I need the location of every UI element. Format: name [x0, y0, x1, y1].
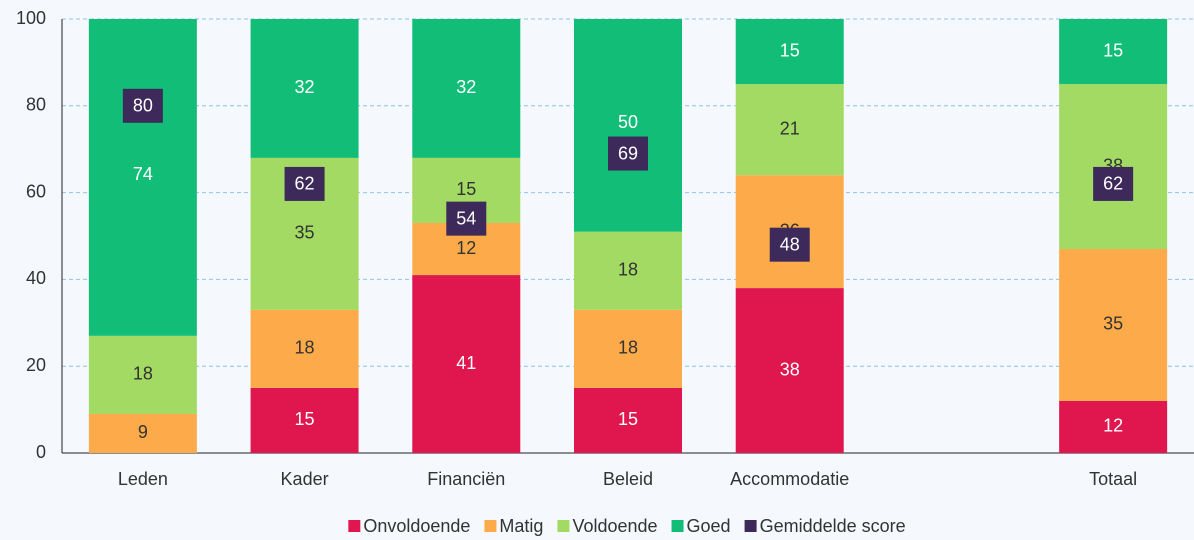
score-marker	[284, 166, 325, 201]
bar-segment	[574, 387, 682, 453]
data-label: 21	[780, 118, 800, 138]
y-tick-label: 80	[26, 95, 46, 115]
y-tick-label: 60	[26, 181, 46, 201]
data-label: 9	[138, 422, 148, 442]
legend-swatch	[744, 520, 757, 532]
bar-segment	[88, 413, 197, 453]
bar-segment	[574, 231, 682, 310]
bar-segment	[735, 19, 844, 85]
legend: Onvoldoende Matig Voldoende Goed Gemiddelde …	[348, 516, 906, 536]
score-marker	[122, 88, 163, 123]
bar-segment	[1059, 84, 1168, 250]
legend-label: Gemiddelde score	[760, 516, 906, 536]
score-label: 48	[780, 234, 800, 254]
bar-segment	[735, 288, 844, 453]
data-label: 18	[618, 259, 638, 279]
bar-segment	[88, 19, 197, 336]
data-label: 74	[133, 164, 153, 184]
legend-swatch	[484, 520, 497, 532]
legend-label: Voldoende	[572, 516, 657, 536]
x-tick-label: Kader	[281, 469, 329, 489]
score-label: 62	[1103, 174, 1123, 194]
score-label: 69	[618, 143, 638, 163]
data-label: 15	[618, 409, 638, 429]
legend-label: Matig	[499, 516, 543, 536]
x-tick-label: Accommodatie	[730, 469, 849, 489]
data-label: 15	[295, 409, 315, 429]
y-tick-label: 0	[36, 442, 46, 462]
score-label: 80	[133, 96, 153, 116]
legend-label: Onvoldoende	[363, 516, 470, 536]
bar-segment	[1059, 400, 1168, 453]
score-label: 54	[456, 208, 476, 228]
legend-swatch	[671, 520, 684, 532]
bar-segment	[250, 387, 359, 453]
data-label: 18	[618, 338, 638, 358]
legend-swatch	[348, 520, 361, 532]
data-label: 15	[456, 179, 476, 199]
bar-segment	[88, 335, 197, 414]
x-tick-label: Financiën	[427, 469, 505, 489]
data-label: 12	[456, 238, 476, 258]
bar-segment	[412, 19, 521, 158]
legend-label: Goed	[687, 516, 731, 536]
data-label: 35	[1103, 314, 1123, 334]
y-tick-label: 100	[16, 8, 46, 28]
score-marker	[1093, 166, 1134, 201]
bar-segment	[1059, 249, 1168, 401]
bar-segment	[574, 309, 682, 388]
data-label: 41	[456, 353, 476, 373]
x-tick-label: Leden	[118, 469, 168, 489]
data-label: 50	[618, 112, 638, 132]
bar-segment	[574, 19, 682, 232]
bar-segment	[250, 19, 359, 158]
data-label: 38	[780, 359, 800, 379]
data-label: 15	[780, 40, 800, 60]
score-marker	[446, 201, 487, 236]
data-label: 18	[133, 364, 153, 384]
score-label: 62	[295, 174, 315, 194]
bar-segment	[412, 275, 521, 453]
y-tick-label: 40	[26, 268, 46, 288]
y-tick-label: 20	[26, 355, 46, 375]
bar-segment	[1059, 19, 1168, 85]
data-label: 35	[295, 223, 315, 243]
data-label: 32	[456, 77, 476, 97]
bar-segment	[735, 84, 844, 176]
score-marker	[769, 227, 810, 262]
legend-swatch	[557, 520, 570, 532]
data-label: 12	[1103, 416, 1123, 436]
bar-segment	[250, 309, 359, 388]
data-label: 32	[295, 77, 315, 97]
x-tick-label: Beleid	[603, 469, 653, 489]
data-label: 18	[295, 338, 315, 358]
bars	[88, 19, 1168, 453]
score-marker	[608, 136, 648, 171]
x-tick-label: Totaal	[1089, 469, 1137, 489]
data-label: 15	[1103, 40, 1123, 60]
